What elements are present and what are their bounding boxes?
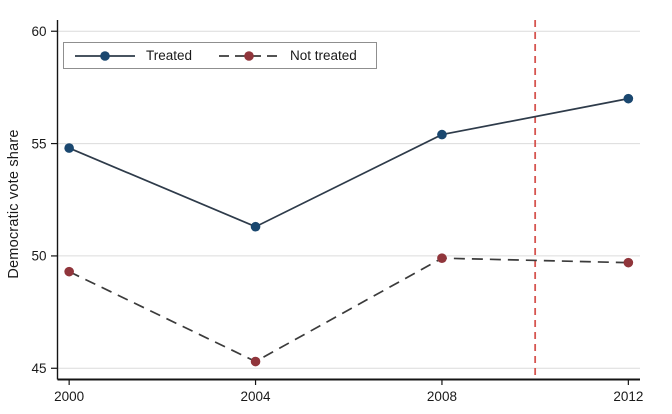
y-tick-label-50: 50 — [31, 249, 46, 264]
x-tick-label-2012: 2012 — [613, 389, 643, 404]
legend-entry-treated: Treated — [74, 48, 192, 63]
x-tick-label-2000: 2000 — [54, 389, 84, 404]
x-tick-label-2008: 2008 — [427, 389, 457, 404]
marker-treated-2012 — [623, 93, 634, 104]
y-tick-label-45: 45 — [31, 361, 46, 376]
y-tick-label-55: 55 — [31, 136, 46, 151]
legend-label-not-treated: Not treated — [290, 48, 357, 63]
marker-not-treated-2004 — [250, 356, 261, 367]
series-line-treated — [68, 97, 629, 228]
y-tick-label-60: 60 — [31, 24, 46, 39]
marker-not-treated-2000 — [64, 266, 74, 277]
series-line-not-treated — [68, 257, 629, 363]
x-tick-label-2004: 2004 — [241, 389, 272, 404]
marker-treated-2000 — [64, 143, 74, 153]
marker-treated-2008 — [437, 129, 447, 140]
legend-entry-not-treated: Not treated — [218, 48, 357, 63]
marker-not-treated-2012 — [623, 257, 634, 268]
y-axis-title: Democratic vote share — [6, 129, 22, 279]
marker-not-treated-2008 — [437, 253, 447, 263]
legend: Treated Not treated — [63, 42, 377, 69]
marker-treated-2004 — [250, 221, 261, 232]
legend-label-treated: Treated — [146, 48, 193, 63]
not-treated-line-sample-icon — [219, 50, 280, 61]
treated-line-sample-icon — [75, 50, 135, 61]
